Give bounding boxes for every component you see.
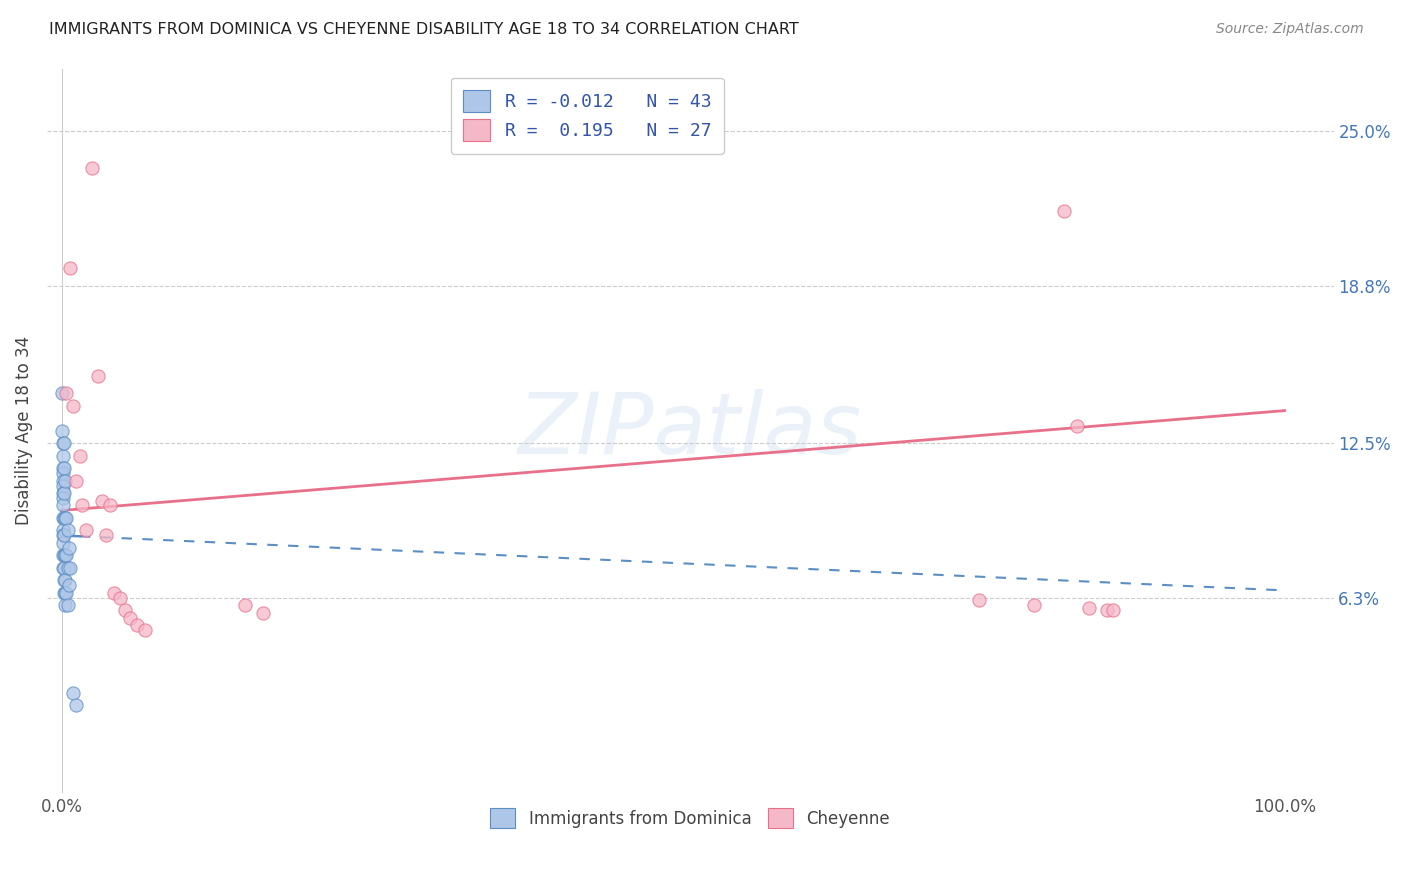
Point [252,606,274,620]
Point [55,386,77,401]
Point [53,474,76,488]
Point [52,449,75,463]
Text: ZIPatlas: ZIPatlas [517,389,862,472]
Point [1097,603,1119,617]
Point [62,399,84,413]
Point [52,461,75,475]
Point [53,486,76,500]
Point [65,698,87,713]
Point [58,541,80,555]
Point [53,586,76,600]
Point [52,536,75,550]
Point [967,593,990,607]
Point [55,586,77,600]
Point [53,549,76,563]
Point [52,466,75,480]
Point [56,524,79,538]
Point [55,549,77,563]
Point [56,599,79,613]
Point [55,511,77,525]
Point [94,528,117,542]
Point [53,511,76,525]
Point [114,603,136,617]
Point [1053,203,1076,218]
Point [52,499,75,513]
Point [72,499,94,513]
Legend: Immigrants from Dominica, Cheyenne: Immigrants from Dominica, Cheyenne [484,801,897,835]
Point [53,461,76,475]
Point [53,549,76,563]
Point [62,686,84,700]
Point [56,561,79,575]
Point [118,611,141,625]
Point [69,449,91,463]
Point [59,561,82,575]
Point [1077,600,1099,615]
Point [52,486,75,500]
Text: Source: ZipAtlas.com: Source: ZipAtlas.com [1216,22,1364,37]
Point [53,528,76,542]
Point [52,491,75,505]
Point [53,436,76,450]
Point [53,574,76,588]
Point [103,586,125,600]
Point [52,528,75,542]
Point [52,549,75,563]
Point [53,574,76,588]
Point [53,511,76,525]
Point [58,578,80,592]
Point [52,524,75,538]
Point [52,561,75,575]
Point [87,368,110,383]
Point [52,474,75,488]
Point [53,599,76,613]
Point [134,624,156,638]
Point [51,424,73,438]
Point [51,386,73,401]
Point [75,524,97,538]
Point [53,561,76,575]
Point [59,261,82,276]
Point [100,499,122,513]
Point [53,586,76,600]
Point [82,161,104,176]
Y-axis label: Disability Age 18 to 34: Disability Age 18 to 34 [15,336,32,525]
Point [110,591,132,605]
Point [1022,599,1045,613]
Point [233,599,256,613]
Point [127,618,149,632]
Point [1102,603,1125,617]
Point [90,493,112,508]
Point [52,511,75,525]
Point [1066,418,1088,433]
Point [65,474,87,488]
Text: IMMIGRANTS FROM DOMINICA VS CHEYENNE DISABILITY AGE 18 TO 34 CORRELATION CHART: IMMIGRANTS FROM DOMINICA VS CHEYENNE DIS… [49,22,799,37]
Point [52,436,75,450]
Point [52,478,75,492]
